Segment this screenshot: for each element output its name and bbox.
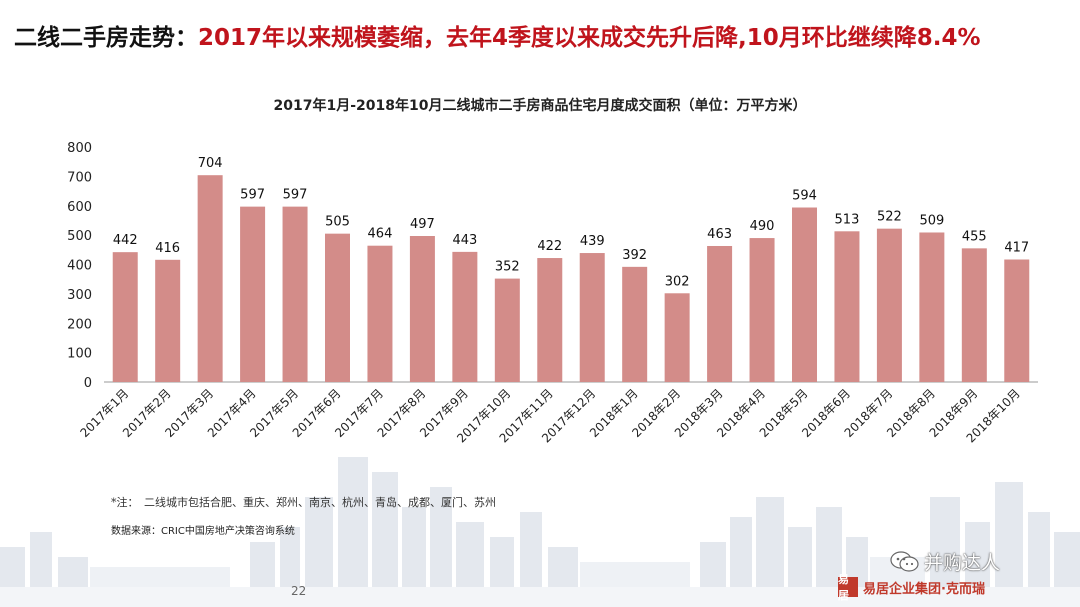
data-label: 522 <box>877 210 902 225</box>
bar <box>197 175 223 382</box>
bar <box>579 253 605 382</box>
data-label: 455 <box>962 229 987 244</box>
data-label: 417 <box>1004 241 1029 256</box>
data-label: 442 <box>113 233 138 248</box>
bar <box>112 252 138 382</box>
data-label: 416 <box>155 241 180 256</box>
headline: 二线二手房走势：2017年以来规模萎缩，去年4季度以来成交先升后降,10月环比继… <box>14 18 981 52</box>
bar <box>1004 259 1030 382</box>
data-label: 505 <box>325 215 350 230</box>
bar <box>325 233 350 382</box>
data-label: 594 <box>792 189 817 204</box>
data-label: 352 <box>495 260 520 275</box>
data-source: 数据来源：CRIC中国房地产决策咨询系统 <box>111 526 295 537</box>
headline-prefix: 二线二手房走势： <box>14 25 198 51</box>
data-label: 302 <box>665 274 690 289</box>
data-label: 463 <box>707 227 732 242</box>
bar <box>409 236 435 382</box>
data-label: 439 <box>580 234 605 249</box>
skyline-background <box>0 437 1080 607</box>
footnote: *注： 二线城市包括合肥、重庆、郑州、南京、杭州、青岛、成都、厦门、苏州 <box>111 496 496 509</box>
bar <box>452 251 478 382</box>
y-tick-label: 600 <box>67 200 92 215</box>
data-label: 490 <box>750 219 775 234</box>
bar <box>961 248 987 382</box>
bar <box>876 228 902 382</box>
bar <box>622 266 648 382</box>
y-tick-label: 300 <box>67 288 92 303</box>
bar <box>155 259 181 382</box>
brand-text: 易居企业集团·克而瑞 <box>863 581 985 597</box>
bar <box>282 206 308 382</box>
data-label: 422 <box>537 239 562 254</box>
data-label: 704 <box>198 156 223 171</box>
y-tick-label: 400 <box>67 259 92 274</box>
data-label: 597 <box>240 188 265 203</box>
y-tick-label: 500 <box>67 229 92 244</box>
watermark-text: 并购达人 <box>924 552 1001 574</box>
bar <box>537 258 563 382</box>
bar <box>367 245 393 382</box>
headline-highlight: 2017年以来规模萎缩，去年4季度以来成交先升后降,10月环比继续降8.4% <box>198 25 981 51</box>
data-label: 392 <box>622 248 647 263</box>
data-label: 509 <box>919 213 944 228</box>
data-label: 597 <box>283 188 308 203</box>
bar <box>494 278 520 382</box>
bar <box>707 245 733 382</box>
y-tick-label: 700 <box>67 170 92 185</box>
y-tick-label: 0 <box>84 376 92 391</box>
bar <box>240 206 266 382</box>
bar <box>834 231 860 382</box>
y-tick-label: 800 <box>67 141 92 156</box>
data-label: 443 <box>452 233 477 248</box>
y-tick-label: 100 <box>67 347 92 362</box>
bar <box>664 293 690 382</box>
data-label: 513 <box>835 212 860 227</box>
bar <box>919 232 945 382</box>
wechat-icon <box>890 550 919 572</box>
brand-logo: 易居 <box>838 573 858 602</box>
page-number: 22 <box>291 584 307 598</box>
chart-title: 2017年1月-2018年10月二线城市二手房商品住宅月度成交面积（单位：万平方… <box>273 98 807 114</box>
data-label: 497 <box>410 217 435 232</box>
bar <box>792 207 817 382</box>
brand: 易居 易居企业集团·克而瑞 <box>838 573 985 602</box>
watermark: 并购达人 <box>890 548 1000 575</box>
data-label: 464 <box>368 227 393 242</box>
y-tick-label: 200 <box>67 317 92 332</box>
bar <box>749 238 775 382</box>
